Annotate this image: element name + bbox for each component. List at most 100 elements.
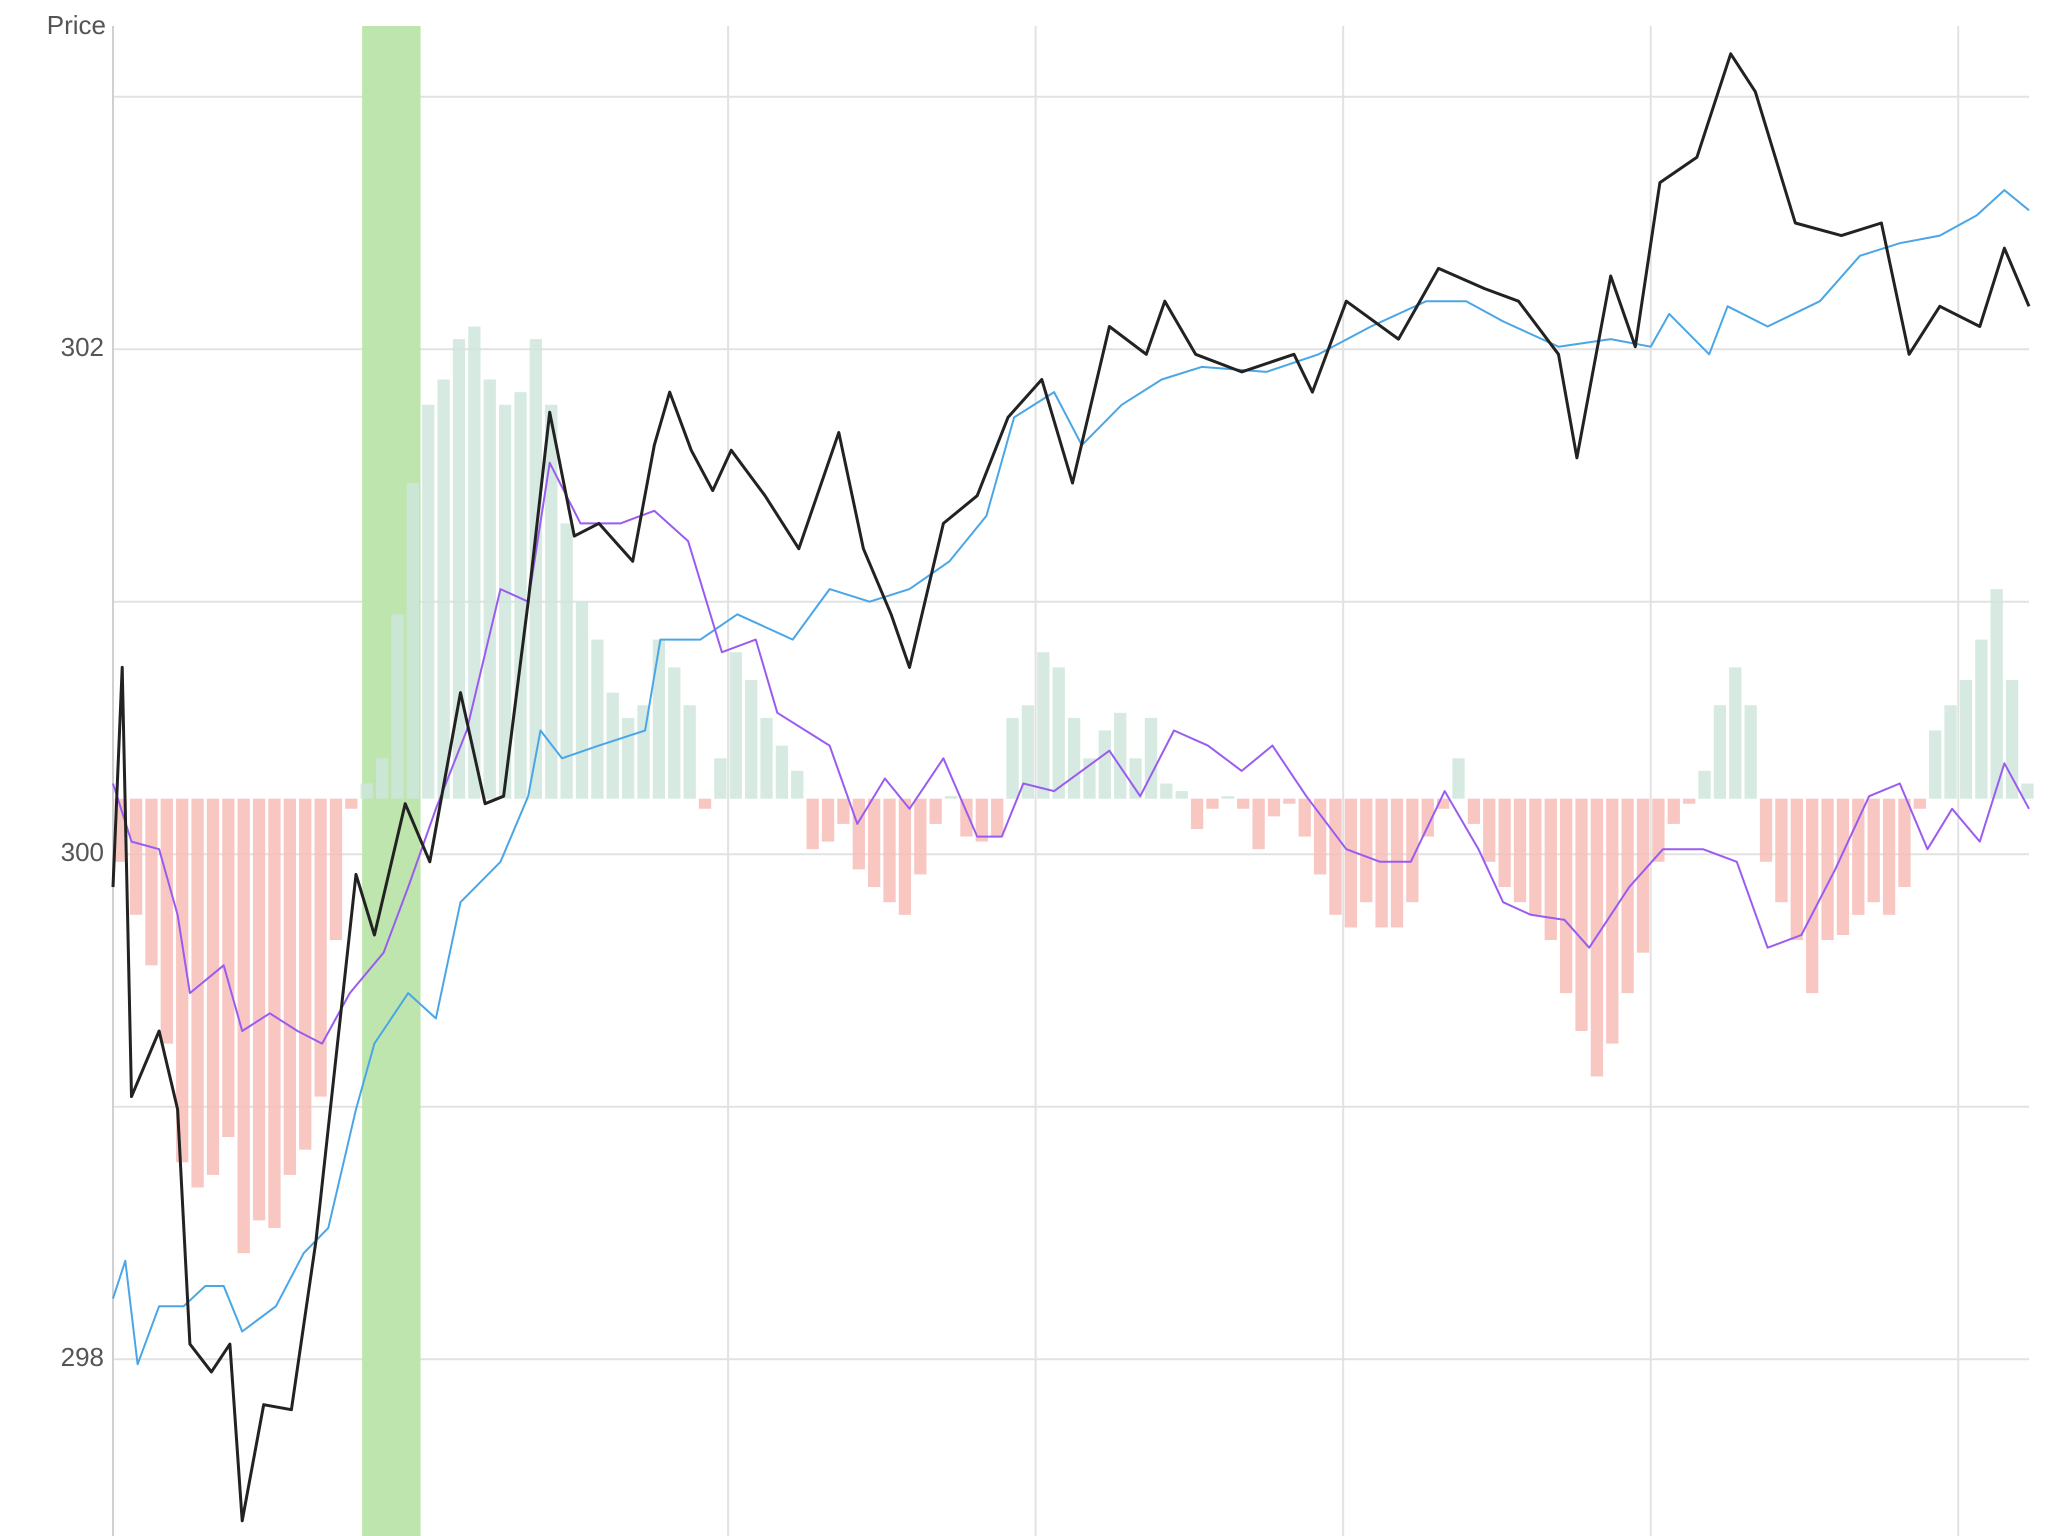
histogram-bar [1698, 770, 1711, 799]
histogram-bar [575, 601, 589, 799]
histogram-bar [1729, 667, 1742, 799]
histogram-bar [1913, 798, 1926, 809]
histogram-bar [868, 798, 881, 888]
histogram-bar [637, 705, 650, 799]
histogram-bar [1283, 798, 1296, 804]
histogram-bar [1375, 798, 1388, 928]
histogram-bar [1206, 798, 1219, 809]
histogram-bar [360, 783, 373, 799]
histogram-bar [729, 652, 742, 799]
histogram-bar [1467, 798, 1481, 824]
histogram-bar [299, 798, 312, 1150]
histogram-bar [1944, 705, 1957, 799]
histogram-bar [1114, 712, 1127, 799]
y-tick-label: 298 [61, 1342, 104, 1372]
histogram-bar [483, 379, 496, 799]
histogram-bar [1175, 791, 1188, 799]
histogram-bar [268, 798, 281, 1228]
histogram-bar [1867, 798, 1880, 903]
y-axis-label: Price [47, 10, 106, 40]
histogram-bar [1836, 798, 1850, 936]
histogram-bar [1759, 798, 1773, 862]
histogram-bar [1237, 798, 1250, 809]
histogram-bar [1129, 758, 1142, 799]
histogram-bar [714, 758, 727, 799]
histogram-bar [1498, 798, 1511, 888]
histogram-bar [1329, 798, 1342, 915]
histogram-bar [1221, 796, 1234, 799]
histogram-bar [745, 679, 758, 799]
histogram-bar [345, 798, 358, 809]
histogram-bar [1775, 798, 1788, 903]
histogram-bar [929, 798, 942, 824]
price-line [111, 52, 2031, 1523]
histogram-bar [329, 798, 343, 941]
histogram-bar [944, 796, 958, 799]
histogram-bar [1529, 798, 1542, 915]
histogram-bar [1436, 798, 1450, 809]
histogram-bar [883, 798, 896, 903]
histogram-bar [1575, 798, 1588, 1031]
histogram-bar [1098, 730, 1111, 799]
histogram-bar [283, 798, 296, 1175]
histogram-bar [821, 798, 835, 842]
histogram-bar [1483, 798, 1496, 862]
histogram-bar [191, 798, 204, 1188]
histogram-bar [2005, 679, 2019, 799]
histogram-bar [1990, 589, 2003, 799]
histogram-bar [2021, 783, 2034, 799]
histogram-bar [206, 798, 220, 1175]
histogram-bar [1513, 798, 1527, 903]
histogram-bar [837, 798, 850, 824]
histogram-bar [129, 798, 143, 915]
histogram-bar [1606, 798, 1619, 1044]
histogram-bar [1006, 717, 1019, 799]
histogram-bar [1713, 705, 1727, 799]
histogram-bar [652, 639, 666, 799]
histogram-bar [545, 404, 558, 799]
histogram-bar [391, 614, 404, 799]
histogram-bar [668, 667, 681, 799]
histogram-bar [1052, 667, 1065, 799]
histogram-bar [237, 798, 250, 1254]
histogram-bar [1267, 798, 1281, 817]
histogram-bar [1898, 798, 1911, 888]
histogram-bar [560, 523, 573, 799]
histogram-bar [1452, 758, 1465, 799]
histogram-bar [1298, 798, 1311, 837]
histogram-bar [1559, 798, 1573, 994]
histogram-bar [145, 798, 158, 966]
histogram-bar [1821, 798, 1834, 941]
histogram-bar [468, 326, 481, 799]
histogram-bar [498, 404, 512, 799]
histogram-bar [1390, 798, 1404, 928]
histogram-bar [791, 770, 804, 799]
histogram-bar [806, 798, 819, 850]
histogram-bar [1667, 798, 1680, 824]
histogram-bar [852, 798, 865, 870]
histogram-bar [683, 705, 696, 799]
histogram-bar [591, 639, 604, 799]
histogram-bar [406, 483, 420, 799]
histogram-bar [1959, 679, 1973, 799]
histogram-bar [1421, 798, 1434, 837]
histogram-bar [529, 339, 543, 799]
y-tick-label: 300 [61, 837, 104, 867]
histogram-bar [1744, 705, 1757, 799]
histogram-bar [975, 798, 988, 842]
histogram-bar [375, 758, 389, 799]
histogram-bar [914, 798, 927, 875]
histogram-bar [621, 717, 635, 799]
histogram-bar [960, 798, 973, 837]
histogram-bar [1344, 798, 1358, 928]
histogram-bar [1544, 798, 1557, 941]
histogram-bar [898, 798, 912, 915]
histogram-bar [1929, 730, 1942, 799]
y-tick-label: 302 [61, 332, 104, 362]
histogram-bar [1852, 798, 1865, 915]
histogram-bar [252, 798, 266, 1221]
price-line [112, 189, 2030, 1366]
histogram-bar [1067, 717, 1081, 799]
